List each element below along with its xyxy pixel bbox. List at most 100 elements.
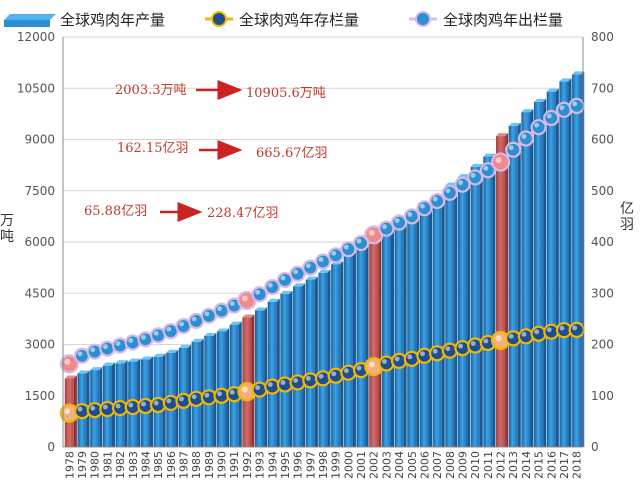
data-point [340, 364, 357, 381]
left-axis-ticks: 0 1500 3000 4500 6000 7500 9000 10500 12000 [17, 30, 55, 454]
left-tick-label: 4500 [24, 286, 55, 300]
data-point-shine [217, 306, 222, 312]
bar-side [365, 244, 369, 447]
bar-top [280, 290, 293, 294]
data-point-shine [318, 373, 324, 379]
bar-body [369, 238, 379, 447]
x-tick-label: 2007 [431, 451, 444, 479]
bar [521, 109, 534, 448]
x-tick-label: 1986 [165, 451, 178, 479]
bar-top [305, 276, 318, 280]
x-tick-label: 2012 [495, 451, 508, 479]
data-point [416, 347, 433, 364]
data-point-shine [179, 321, 184, 327]
data-point-shine [445, 346, 451, 352]
bar [255, 307, 268, 447]
bar-body [521, 112, 531, 448]
data-point-shine [153, 330, 159, 336]
x-tick-label: 1997 [304, 451, 317, 479]
bar [432, 194, 445, 447]
bar-side [492, 153, 496, 448]
data-point [454, 176, 471, 193]
data-point-shine [559, 325, 565, 331]
left-tick-label: 9000 [24, 133, 55, 147]
data-point-shine [495, 335, 502, 342]
data-point [568, 321, 585, 339]
data-point-shine [470, 341, 476, 346]
data-point [429, 192, 446, 210]
annotation-production: 2003.3万吨 10905.6万吨 [115, 80, 326, 101]
annotation-slaughter: 162.15亿羽 665.67亿羽 [117, 140, 328, 161]
data-point [454, 339, 471, 357]
bar-top [204, 332, 217, 336]
data-point [429, 345, 446, 362]
data-point-shine [381, 359, 387, 364]
legend-label-slaughter: 全球肉鸡年出栏量 [443, 11, 563, 29]
bar-body [534, 101, 544, 448]
x-tick-label: 1988 [190, 451, 203, 479]
data-point [517, 328, 535, 345]
left-tick-label: 3000 [24, 338, 55, 352]
bar [343, 252, 356, 447]
bar-side [327, 269, 331, 447]
data-point [416, 200, 433, 217]
right-tick-label: 0 [591, 440, 599, 454]
x-tick-label: 2004 [393, 451, 406, 479]
data-point-shine [115, 403, 121, 409]
bar-body [407, 214, 417, 447]
bar-side [238, 321, 242, 447]
data-point-shine [140, 401, 146, 407]
annotation-stock-to: 228.47亿羽 [207, 206, 279, 221]
bar-side [467, 174, 471, 448]
bar [419, 204, 433, 447]
right-tick-label: 400 [591, 235, 614, 249]
data-point-shine [267, 382, 273, 387]
data-point-shine [368, 229, 375, 236]
data-point-shine [521, 331, 527, 337]
annotation-production-to: 10905.6万吨 [246, 86, 326, 101]
data-point-shine [140, 334, 146, 340]
right-tick-label: 500 [591, 184, 614, 198]
annotation-production-from: 2003.3万吨 [115, 83, 187, 98]
right-axis-label: 亿羽 [620, 201, 634, 233]
bar [229, 321, 242, 447]
bar [407, 211, 420, 447]
bar [457, 174, 471, 448]
data-point-shine [445, 188, 451, 194]
data-point-shine [64, 358, 71, 365]
bar-body [495, 136, 506, 448]
legend-slaughter-marker [415, 11, 431, 27]
x-tick-label: 2015 [533, 451, 546, 479]
x-tick-label: 2006 [418, 451, 431, 479]
x-tick-label: 2003 [380, 451, 393, 479]
data-point [378, 355, 395, 372]
bar-side [403, 219, 407, 447]
bar [381, 227, 394, 447]
data-point-shine [77, 351, 83, 357]
bar [280, 290, 293, 447]
bar [267, 298, 280, 447]
bar [559, 78, 572, 448]
bar-side [479, 163, 483, 448]
bar [470, 163, 483, 448]
bar [318, 269, 331, 447]
x-tick-label: 2014 [520, 451, 533, 479]
bar-top [166, 349, 179, 353]
left-tick-label: 10500 [17, 81, 55, 95]
bar-top [77, 370, 90, 374]
data-point-shine [381, 224, 387, 230]
legend-item-slaughter: 全球肉鸡年出栏量 [409, 11, 563, 29]
data-point-shine [546, 113, 552, 119]
data-point-shine [432, 196, 438, 202]
data-point-shine [432, 348, 438, 354]
data-point-shine [77, 406, 83, 412]
data-point [314, 370, 332, 387]
bar-body [394, 222, 404, 447]
left-axis-label-text: 万吨 [0, 213, 14, 245]
x-tick-label: 2002 [368, 451, 381, 479]
annotation-slaughter-to: 665.67亿羽 [256, 146, 328, 161]
data-point-shine [331, 371, 337, 377]
bar-body [470, 166, 480, 448]
data-point-shine [102, 404, 108, 410]
data-point-shine [64, 408, 71, 415]
